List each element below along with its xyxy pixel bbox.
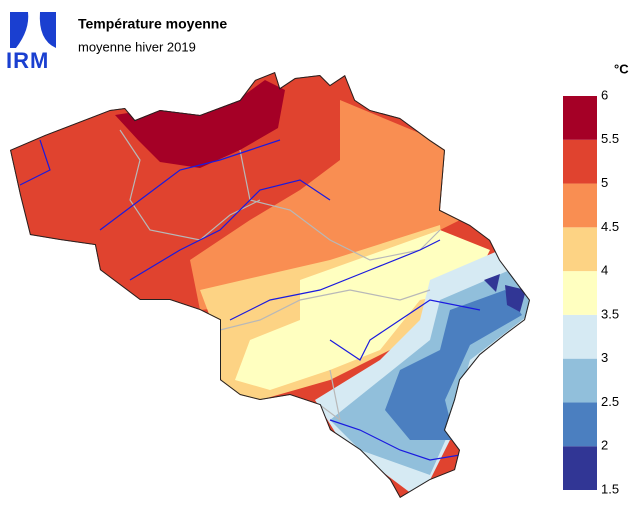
logo-text: IRM	[6, 48, 49, 73]
temperature-zone	[484, 274, 500, 292]
legend-tick-label: 3	[601, 350, 608, 365]
legend-band	[563, 402, 597, 447]
legend-tick-label: 6	[601, 87, 608, 102]
legend-tick-label: 2	[601, 438, 608, 453]
legend-tick-label: 4.5	[601, 219, 619, 234]
legend-band	[563, 139, 597, 184]
legend-tick-label: 4	[601, 263, 608, 278]
legend: 1.5 2 2.5 3 3.5 4 4.5 5 5.5 6	[563, 87, 619, 496]
map	[10, 72, 530, 498]
temperature-zone	[115, 80, 285, 168]
legend-tick-label: 1.5	[601, 481, 619, 496]
logo: IRM	[6, 12, 56, 73]
map-title: Température moyenne	[78, 16, 227, 32]
map-subtitle: moyenne hiver 2019	[78, 39, 196, 54]
legend-band	[563, 446, 597, 490]
temperature-zone	[190, 100, 460, 310]
legend-tick-label: 2.5	[601, 394, 619, 409]
temperature-zone	[505, 285, 526, 312]
temperature-zone	[385, 290, 522, 440]
legend-band	[563, 96, 597, 140]
legend-band	[563, 271, 597, 315]
legend-band	[563, 358, 597, 403]
legend-band	[563, 314, 597, 359]
legend-tick-label: 3.5	[601, 306, 619, 321]
legend-tick-label: 5	[601, 175, 608, 190]
temperature-zone	[235, 230, 490, 390]
legend-unit: °C	[614, 61, 629, 76]
legend-band	[563, 183, 597, 228]
legend-tick-label: 5.5	[601, 131, 619, 146]
legend-band	[563, 227, 597, 272]
